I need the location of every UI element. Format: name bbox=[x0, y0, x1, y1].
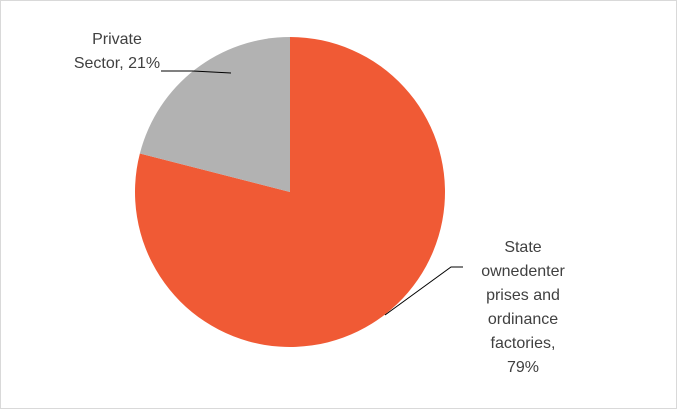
data-label-line: 79% bbox=[507, 359, 539, 376]
leader-line-1 bbox=[161, 70, 232, 74]
data-label-line: Private bbox=[92, 31, 142, 48]
data-labels: State ownedenter prises and ordinance factor… bbox=[74, 31, 566, 376]
data-label-line: ordinance bbox=[488, 311, 558, 328]
leader-lines bbox=[161, 70, 463, 316]
data-label-0: State ownedenter prises and ordinance factor… bbox=[481, 239, 565, 376]
data-label-line: ownedenter bbox=[481, 263, 565, 280]
leader-line-0 bbox=[384, 266, 463, 316]
pie-slices bbox=[135, 37, 446, 347]
data-label-line: State bbox=[504, 239, 541, 256]
data-label-line: Sector, 21% bbox=[74, 55, 160, 72]
data-label-1: Private Sector, 21% bbox=[74, 31, 160, 72]
pie-slice-0 bbox=[135, 37, 446, 347]
data-label-line: prises and bbox=[486, 287, 560, 304]
pie-slice-1 bbox=[139, 37, 290, 192]
data-label-line: factories, bbox=[491, 335, 556, 352]
